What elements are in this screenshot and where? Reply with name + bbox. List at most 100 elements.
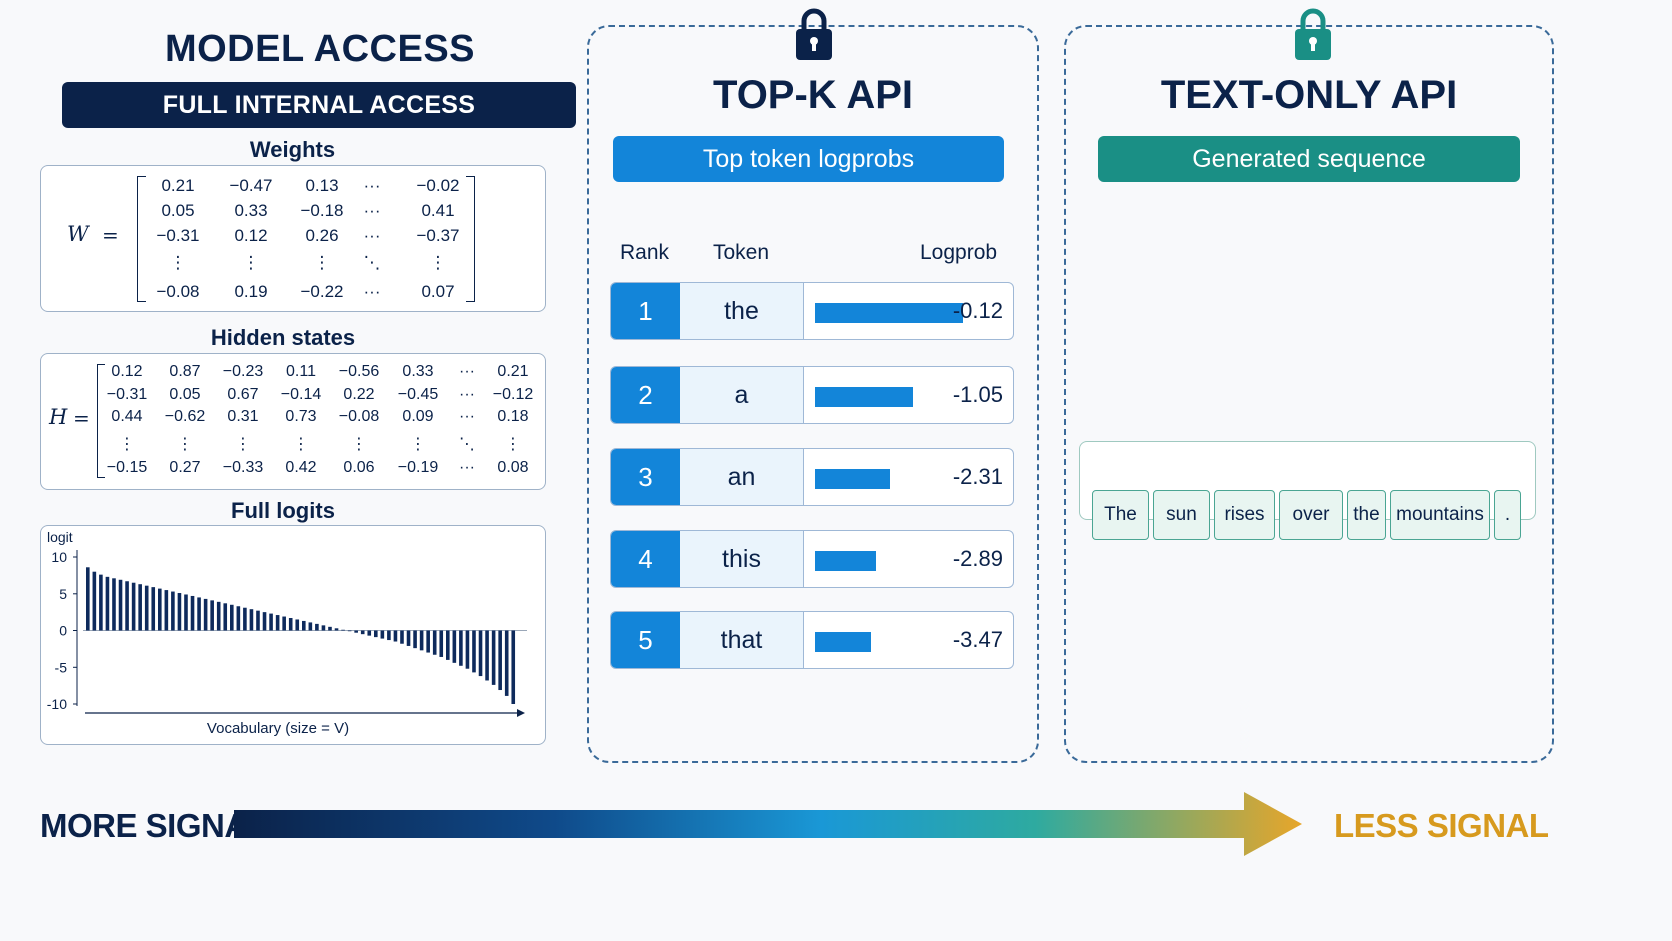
logit-bar [177,593,182,631]
weight-cell: 0.33 [234,201,268,220]
logprob-bar [815,551,876,571]
logit-bar [315,623,319,631]
hidden-state-cell: ··· [459,363,475,380]
logit-bar [210,600,214,631]
logprob-value: -2.31 [952,464,1003,489]
weight-cell: ··· [363,201,381,220]
weight-cell: −0.37 [416,226,460,245]
logit-bar [184,594,188,631]
logit-bar [144,585,149,631]
logprob-value: -0.12 [952,298,1003,323]
textonly-panel [1064,25,1554,763]
logit-bar [112,578,116,631]
hidden-state-cell: 0.21 [497,363,529,380]
logit-bar [485,630,489,681]
logit-bar [236,606,241,631]
hidden-state-cell: 0.09 [402,408,434,425]
token-cell: the [680,283,804,339]
logit-bar [249,609,254,631]
weight-cell: −0.22 [300,282,344,301]
hidden-state-cell: −0.15 [106,459,148,476]
hidden-state-cell: 0.06 [343,459,375,476]
logit-bar [269,613,273,631]
topk-pill: Top token logprobs [613,136,1004,182]
weight-cell: −0.31 [156,226,200,245]
logit-bar [452,630,457,663]
sequence-token: over [1279,490,1343,540]
logit-bar [223,603,228,631]
logit-bar [243,607,247,631]
logit-bar [360,630,365,635]
logit-bar [321,625,326,631]
logprob-bar [815,632,872,652]
logit-bar [341,629,345,631]
hidden-states-left-bracket [97,364,105,478]
sequence-token: sun [1153,490,1210,540]
logit-bar [354,630,358,633]
logit-bar [472,630,476,673]
logit-bar [302,620,306,631]
hidden-state-cell: −0.08 [338,408,380,425]
logits-xlabel: Vocabulary (size = V) [207,720,349,737]
hidden-states-equals: = [73,406,90,430]
logit-bar [498,630,502,691]
weight-cell: ··· [363,282,381,301]
weights-panel: W = 0.21 −0.47 0.13 ··· −0.02 0.05 0.33 −0.18 ··… [40,165,546,312]
logit-bar [328,626,332,631]
logprob-value: -3.47 [952,627,1003,652]
logit-bar [504,630,509,696]
logit-bar [406,630,411,646]
logit-bar [334,628,339,631]
rank-cell: 1 [611,283,680,339]
logits-ytick-label: 5 [59,586,67,602]
textonly-pill: Generated sequence [1098,136,1520,182]
logit-bar [511,630,516,704]
logit-bar [197,597,201,631]
logit-bar [459,630,463,666]
logit-bar [308,622,313,631]
token-cell: an [680,449,804,505]
weight-cell: 0.05 [161,201,195,220]
hidden-state-cell: ⋮ [293,436,309,453]
weights-matrix: 0.21 −0.47 0.13 ··· −0.02 0.05 0.33 −0.18 ··· 0.4… [41,166,547,313]
logit-bar [92,571,97,631]
logit-bar [400,630,404,644]
hidden-state-cell: ⋱ [459,436,475,453]
sequence-token: rises [1214,490,1275,540]
topk-title: TOP-K API [712,73,914,117]
hidden-state-cell: 0.08 [497,459,529,476]
weight-cell: ⋮ [169,253,187,272]
topk-panel [587,25,1039,763]
hidden-state-cell: 0.11 [286,363,316,380]
hidden-state-cell: ⋮ [505,436,521,453]
hidden-state-cell: 0.18 [497,408,529,425]
logit-bar [131,582,136,631]
full-logits-chart: logit 10 5 0 -5 -10 Vocabulary (size = V) [47,529,527,737]
weight-cell: ⋱ [363,253,381,272]
full-access-badge: FULL INTERNAL ACCESS [62,82,576,128]
sequence-token: The [1092,490,1149,540]
logit-bar [465,630,470,669]
topk-row: 4 this -2.89 [610,530,1014,588]
weight-cell: ··· [363,226,381,245]
hidden-state-cell: 0.73 [285,408,317,425]
weights-title: Weights [249,137,336,162]
logprob-bar [815,469,891,489]
logprob-header: Logprob [920,241,998,264]
logit-bar [256,610,260,631]
logit-bar [367,630,372,636]
topk-row: 3 an -2.31 [610,448,1014,506]
logits-ytick-label: -5 [55,659,68,675]
weight-cell: −0.02 [416,176,460,195]
hidden-state-cell: ⋮ [119,436,135,453]
logit-bar [151,587,156,631]
full-logits-panel: logit 10 5 0 -5 -10 Vocabulary (size = V) [40,525,546,745]
rank-cell: 2 [611,367,680,423]
sequence-token: . [1494,490,1521,540]
less-signal-label: LESS SIGNAL [1334,807,1549,844]
weight-cell: ⋮ [429,253,447,272]
logprob-bar [815,387,913,407]
hidden-state-cell: 0.87 [169,363,201,380]
logit-bar [374,630,378,638]
sequence-token: mountains [1390,490,1490,540]
